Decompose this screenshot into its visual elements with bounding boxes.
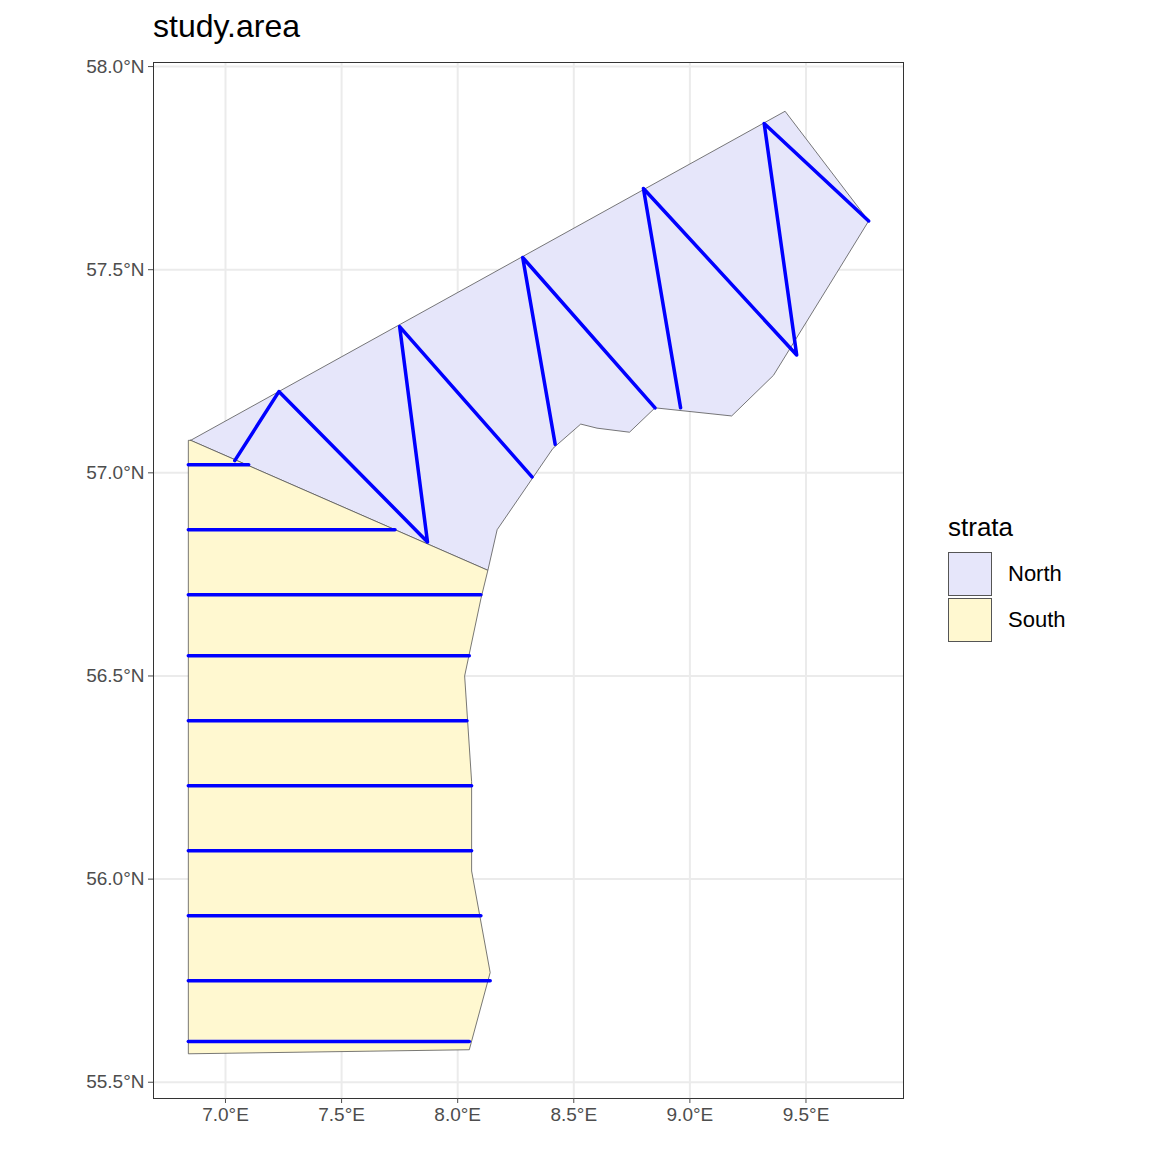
svg-text:55.5°N: 55.5°N <box>86 1071 144 1092</box>
svg-text:8.5°E: 8.5°E <box>550 1104 597 1125</box>
html-text:North: North <box>1008 561 1062 586</box>
svg-text:58.0°N: 58.0°N <box>86 56 144 77</box>
svg-text:9.0°E: 9.0°E <box>667 1104 714 1125</box>
html-text:strata: strata <box>948 512 1013 542</box>
svg-text:56.5°N: 56.5°N <box>86 665 144 686</box>
svg-text:7.5°E: 7.5°E <box>318 1104 365 1125</box>
html-text:study.area: study.area <box>153 8 300 44</box>
html-text:South: South <box>1008 607 1066 632</box>
svg-text:8.0°E: 8.0°E <box>434 1104 481 1125</box>
svg-text:57.5°N: 57.5°N <box>86 259 144 280</box>
svg-text:57.0°N: 57.0°N <box>86 462 144 483</box>
svg-text:9.5°E: 9.5°E <box>783 1104 830 1125</box>
svg-text:56.0°N: 56.0°N <box>86 868 144 889</box>
svg-text:7.0°E: 7.0°E <box>202 1104 249 1125</box>
